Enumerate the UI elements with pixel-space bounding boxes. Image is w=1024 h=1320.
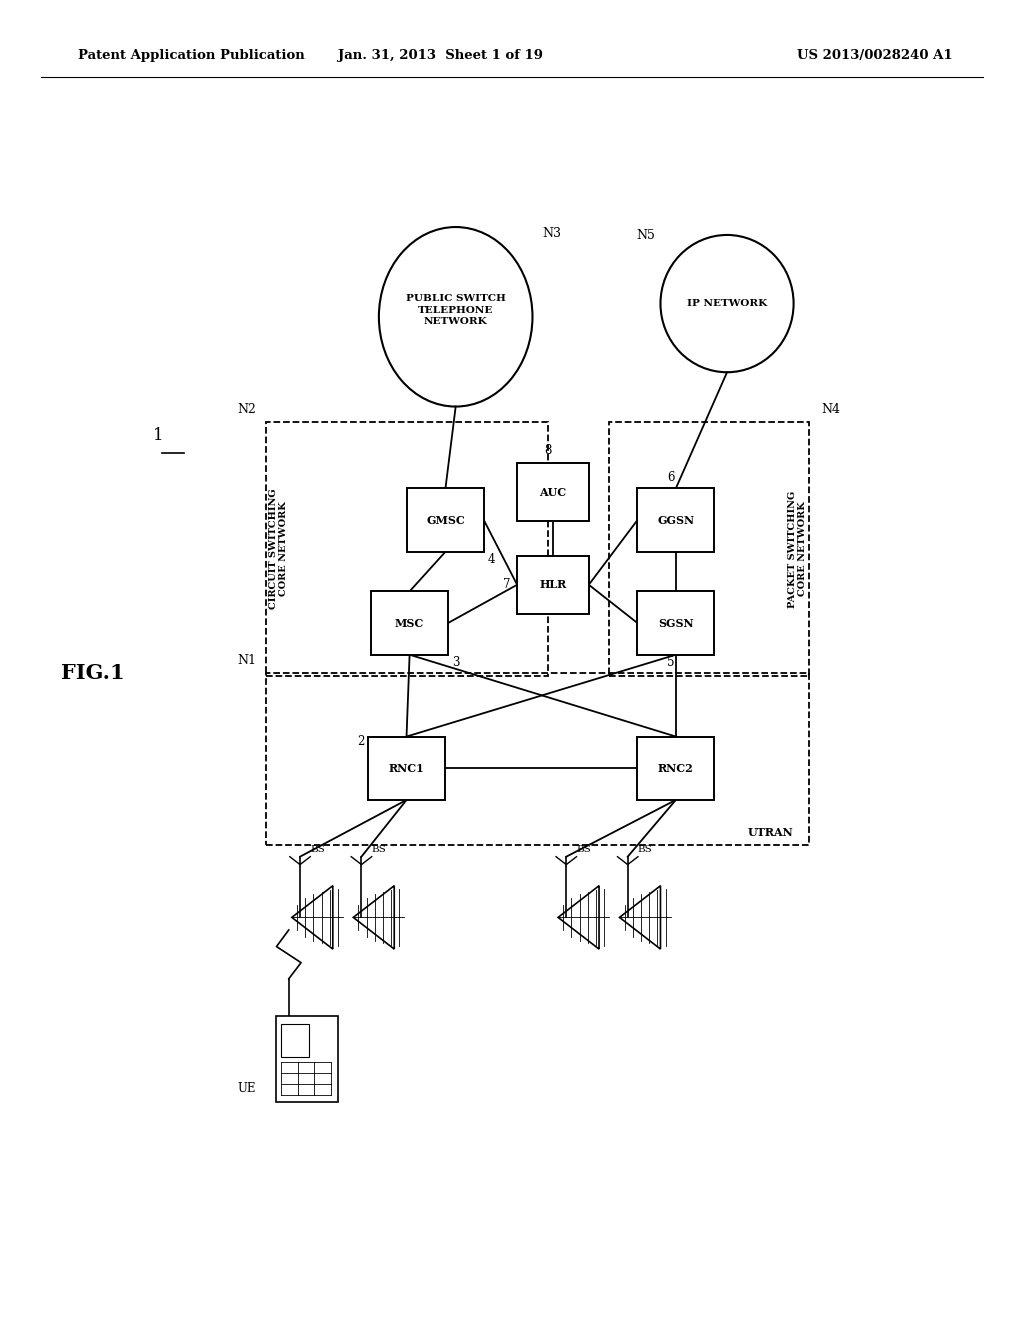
Bar — [266, 422, 548, 676]
Text: 1: 1 — [154, 428, 164, 444]
Bar — [276, 1016, 338, 1101]
Text: SGSN: SGSN — [658, 618, 693, 628]
Text: BS: BS — [310, 845, 325, 854]
Text: PACKET SWITCHING
CORE NETWORK: PACKET SWITCHING CORE NETWORK — [788, 491, 807, 607]
Text: MSC: MSC — [395, 618, 424, 628]
Text: BS: BS — [638, 845, 652, 854]
Text: N4: N4 — [821, 403, 841, 416]
Text: US 2013/0028240 A1: US 2013/0028240 A1 — [797, 49, 952, 62]
Text: CIRCUIT SWITCHING
CORE NETWORK: CIRCUIT SWITCHING CORE NETWORK — [269, 488, 288, 610]
Bar — [372, 591, 449, 655]
Text: IP NETWORK: IP NETWORK — [687, 300, 767, 308]
Text: UE: UE — [238, 1082, 256, 1096]
Text: BS: BS — [372, 845, 386, 854]
Text: AUC: AUC — [540, 487, 566, 498]
Text: Patent Application Publication: Patent Application Publication — [78, 49, 304, 62]
Text: RNC1: RNC1 — [389, 763, 424, 774]
Text: FIG.1: FIG.1 — [61, 663, 125, 684]
Text: GGSN: GGSN — [657, 515, 694, 525]
Bar — [517, 463, 589, 521]
Bar — [408, 488, 484, 552]
Text: BS: BS — [577, 845, 591, 854]
Bar — [369, 737, 445, 800]
Text: 4: 4 — [487, 553, 496, 566]
Bar — [609, 422, 809, 676]
Text: RNC2: RNC2 — [658, 763, 693, 774]
Text: GMSC: GMSC — [426, 515, 465, 525]
Bar — [517, 556, 589, 614]
Text: 8: 8 — [544, 444, 552, 457]
Text: N2: N2 — [238, 403, 256, 416]
Text: 6: 6 — [667, 471, 675, 484]
Bar — [637, 488, 715, 552]
Polygon shape — [353, 886, 394, 949]
Text: PUBLIC SWITCH
TELEPHONE
NETWORK: PUBLIC SWITCH TELEPHONE NETWORK — [406, 294, 506, 326]
Bar — [637, 737, 715, 800]
Text: 5: 5 — [667, 656, 675, 669]
Text: N1: N1 — [237, 653, 256, 667]
Text: HLR: HLR — [540, 579, 566, 590]
Text: 7: 7 — [503, 578, 511, 591]
Text: N5: N5 — [637, 228, 655, 242]
Text: UTRAN: UTRAN — [748, 828, 794, 838]
Text: 2: 2 — [356, 735, 365, 748]
Bar — [266, 673, 809, 845]
Polygon shape — [620, 886, 660, 949]
Text: Jan. 31, 2013  Sheet 1 of 19: Jan. 31, 2013 Sheet 1 of 19 — [338, 49, 543, 62]
Polygon shape — [558, 886, 599, 949]
Bar — [282, 1024, 309, 1057]
Polygon shape — [292, 886, 333, 949]
Text: 3: 3 — [452, 656, 460, 669]
Bar — [637, 591, 715, 655]
Text: N3: N3 — [543, 227, 562, 240]
